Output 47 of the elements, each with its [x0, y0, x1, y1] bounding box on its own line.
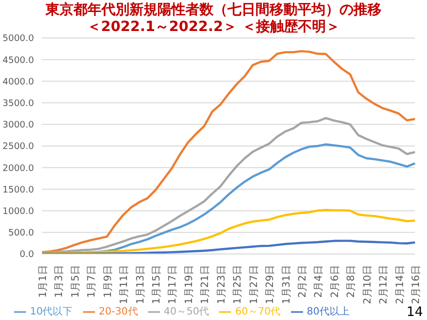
- y-tick-label: 2000.0: [2, 164, 34, 174]
- y-tick-label: 3000.0: [2, 120, 34, 131]
- line-series: [40, 116, 416, 254]
- text: 14: [406, 305, 423, 320]
- x-tick-label: 2月16日: [411, 265, 422, 304]
- chart-title: 東京都年代別新規陽性者数（七日間移動平均）の推移: [44, 2, 382, 19]
- y-tick-label: 3500.0: [2, 98, 34, 109]
- x-tick-label: 1月11日: [119, 265, 130, 304]
- x-tick-label: 1月5日: [70, 265, 82, 298]
- legend-label: 10代以下: [30, 306, 73, 318]
- line-series: [40, 50, 416, 254]
- x-tick-label: 1月9日: [102, 265, 114, 298]
- x-tick-label: 1月19日: [184, 265, 195, 304]
- y-tick-label: 2500.0: [2, 142, 34, 152]
- legend-label: 40～50代: [164, 306, 210, 318]
- legend-label: 60～70代: [235, 306, 281, 318]
- x-tick-label: 2月12日: [378, 265, 390, 304]
- y-tick-label: 4500.0: [2, 56, 34, 66]
- x-tick-label: 2月2日: [297, 265, 308, 298]
- chart-subtitle: ＜2022.1～2022.2＞ ＜接触歴不明＞: [86, 19, 341, 36]
- x-tick-label: 1月1日: [38, 265, 49, 298]
- x-tick-label: 1月15日: [152, 265, 163, 304]
- x-tick-label: 1月31日: [281, 265, 292, 304]
- y-tick-label: 500.0: [8, 228, 34, 239]
- x-tick-label: 2月8日: [346, 265, 358, 298]
- x-tick-label: 1月27日: [248, 265, 260, 304]
- y-tick-label: 1000.0: [2, 206, 34, 217]
- legend-label: 20-30代: [98, 306, 138, 318]
- x-tick-label: 1月21日: [200, 265, 212, 304]
- x-tick-label: 1月25日: [232, 265, 244, 304]
- x-tick-label: 1月23日: [216, 265, 228, 304]
- x-tick-label: 1月13日: [135, 265, 146, 304]
- x-tick-label: 1月3日: [54, 265, 66, 298]
- y-tick-label: 4000.0: [2, 77, 34, 88]
- line-series: [40, 208, 416, 254]
- x-tick-label: 2月14日: [394, 265, 406, 304]
- x-tick-label: 1月7日: [86, 265, 98, 298]
- x-tick-label: 1月29日: [265, 265, 276, 304]
- y-tick-label: 5000.0: [2, 34, 34, 44]
- legend-label: 80代以上: [306, 306, 350, 318]
- y-tick-label: 0.0: [20, 250, 34, 260]
- y-tick-label: 1500.0: [2, 185, 34, 196]
- x-tick-label: 1月17日: [168, 265, 179, 304]
- line-series: [40, 240, 416, 254]
- x-tick-label: 2月10日: [362, 265, 374, 304]
- x-tick-label: 2月6日: [330, 265, 341, 298]
- x-tick-label: 2月4日: [314, 265, 325, 298]
